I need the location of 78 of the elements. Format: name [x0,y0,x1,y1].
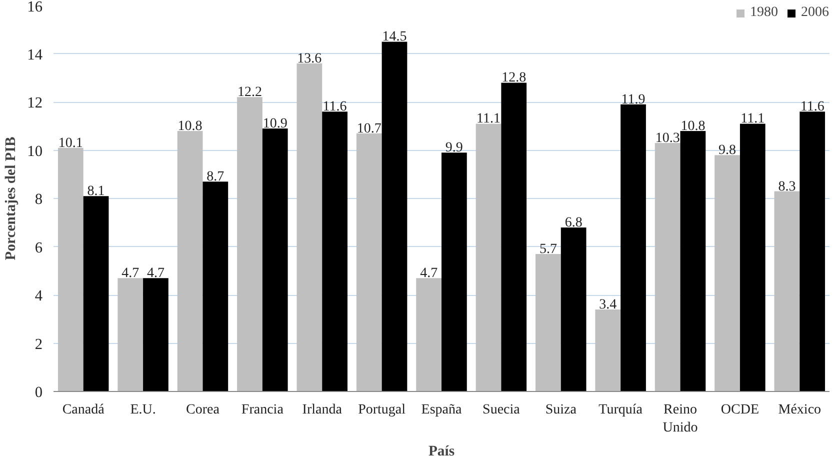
bar [296,63,322,392]
bar [714,155,740,392]
bar [620,104,646,392]
bar [356,133,382,392]
data-label: 8.1 [87,184,105,200]
data-label: 11.6 [322,100,347,115]
bar [595,309,621,392]
x-tick-label: Reino Unido [662,402,698,436]
data-label: 10.8 [680,118,706,134]
bar [740,124,766,392]
data-label: 9.9 [445,140,463,156]
x-tick-label: México [778,402,822,418]
bar [382,42,408,392]
data-label: 11.1 [476,112,500,127]
y-tick-label: 10 [27,142,43,160]
y-tick-label: 6 [34,239,43,256]
data-label: 11.1 [740,112,765,127]
y-tick-label: 2 [34,336,43,353]
data-label: 9.8 [718,143,736,158]
data-label: 13.6 [297,51,322,66]
y-tick-label: 16 [27,0,43,16]
data-label: 12.8 [502,70,526,86]
x-tick-label: Francia [241,402,284,418]
y-tick-label: 0 [34,384,43,401]
data-label: 3.4 [599,297,617,312]
data-label: 10.9 [262,116,288,132]
x-tick-label: Canadá [62,402,106,418]
bar [442,152,467,392]
legend-label: 1980 [750,5,778,21]
x-tick-label: Irlanda [302,402,343,418]
y-tick-label: 8 [34,191,43,208]
legend-label: 2006 [801,5,829,21]
bar [118,278,144,392]
data-label: 10.7 [356,121,382,136]
x-tick-label: Turquía [598,402,644,418]
y-tick-label: 12 [27,94,42,112]
x-tick-label: España [421,402,462,418]
data-label: 8.3 [778,179,796,194]
data-label: 10.8 [178,118,202,134]
data-label: 14.5 [382,30,407,45]
data-label: 11.9 [621,92,646,108]
bar [476,124,502,392]
bar [237,97,262,392]
bar [501,82,527,392]
bar [416,278,442,392]
bar [58,148,84,392]
y-tick-label: 4 [34,288,43,304]
x-axis-title: País [428,444,455,460]
x-tick-label: OCDE [720,402,760,418]
data-label: 5.7 [539,242,557,257]
bar [800,112,826,392]
x-tick-label: E.U. [130,402,156,418]
y-axis-title: Porcentajes del PIB [3,136,20,260]
bar [202,182,228,392]
bar [654,143,680,392]
x-tick-label: Suecia [482,402,521,418]
x-tick-label: Suiza [545,402,578,418]
x-tick-label: Portugal [358,402,406,418]
data-label: 10.1 [58,136,83,151]
x-tick-label: Corea [186,402,220,418]
bar [143,278,168,392]
bar [177,130,203,392]
bar [680,130,706,392]
data-label: 4.7 [122,266,140,282]
bar [322,112,348,392]
data-label: 10.3 [655,131,680,146]
bar [774,191,800,392]
y-tick-label: 14 [27,46,43,64]
data-label: 4.7 [146,266,164,282]
data-label: 4.7 [420,266,438,282]
bar [560,227,586,392]
bar [536,254,561,392]
bar [83,196,109,392]
data-label: 6.8 [564,215,582,230]
data-label: 12.2 [237,85,262,100]
bar [262,128,288,392]
data-label: 11.6 [800,100,824,115]
data-label: 8.7 [206,170,224,185]
